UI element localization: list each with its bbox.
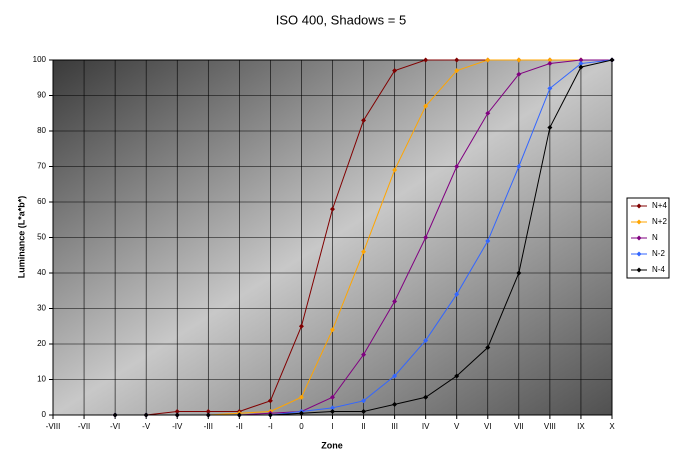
data-point bbox=[454, 68, 460, 74]
data-point bbox=[485, 110, 491, 116]
legend-label: N bbox=[652, 233, 658, 242]
x-tick-label: II bbox=[361, 422, 365, 431]
data-point bbox=[547, 85, 553, 91]
x-tick-label: -III bbox=[204, 422, 213, 431]
x-tick-label: VI bbox=[484, 422, 492, 431]
data-point bbox=[423, 103, 429, 109]
data-point bbox=[609, 57, 615, 63]
data-point bbox=[330, 394, 335, 400]
data-point bbox=[174, 412, 180, 418]
y-tick-label: 70 bbox=[37, 162, 46, 171]
y-tick-label: 50 bbox=[37, 233, 46, 242]
data-point bbox=[547, 57, 553, 63]
y-tick-label: 80 bbox=[37, 126, 46, 135]
data-point bbox=[143, 412, 149, 418]
y-tick-label: 30 bbox=[37, 304, 46, 313]
data-point bbox=[516, 71, 522, 77]
x-tick-label: -II bbox=[236, 422, 243, 431]
x-tick-label: X bbox=[609, 422, 615, 431]
data-point bbox=[485, 345, 491, 351]
x-tick-label: IX bbox=[577, 422, 585, 431]
legend-marker bbox=[636, 203, 642, 209]
x-tick-label: -VI bbox=[110, 422, 120, 431]
y-axis-label: Luminance (L*a*b*) bbox=[16, 196, 26, 279]
data-point bbox=[298, 323, 304, 329]
data-point bbox=[236, 412, 242, 418]
data-point bbox=[423, 337, 429, 343]
data-point bbox=[392, 298, 398, 304]
x-tick-label: -I bbox=[268, 422, 273, 431]
data-point bbox=[205, 408, 211, 414]
data-point bbox=[578, 61, 584, 67]
x-tick-label: IV bbox=[422, 422, 430, 431]
y-tick-label: 40 bbox=[37, 268, 46, 277]
data-point bbox=[330, 408, 335, 414]
data-point bbox=[516, 57, 522, 63]
data-point bbox=[578, 57, 584, 63]
data-point bbox=[174, 408, 180, 414]
data-point bbox=[361, 352, 367, 358]
data-point bbox=[392, 68, 398, 74]
y-tick-label: 20 bbox=[37, 339, 46, 348]
data-point bbox=[578, 64, 584, 70]
data-point bbox=[361, 249, 367, 255]
data-point bbox=[516, 164, 522, 169]
x-tick-label: 0 bbox=[299, 422, 304, 431]
data-point bbox=[298, 410, 304, 416]
data-point bbox=[267, 412, 273, 418]
legend-marker bbox=[636, 267, 642, 273]
x-tick-label: I bbox=[331, 422, 333, 431]
legend-label: N+4 bbox=[652, 201, 667, 210]
data-point bbox=[205, 412, 211, 418]
data-point bbox=[547, 61, 553, 67]
data-point bbox=[392, 373, 398, 379]
data-point bbox=[330, 206, 335, 212]
data-point bbox=[485, 238, 491, 244]
x-tick-label: V bbox=[454, 422, 460, 431]
data-point bbox=[361, 398, 367, 404]
data-point bbox=[454, 291, 460, 297]
data-point bbox=[392, 167, 398, 173]
chart-title: ISO 400, Shadows = 5 bbox=[276, 12, 406, 27]
x-tick-label: -VII bbox=[78, 422, 90, 431]
data-point bbox=[361, 408, 367, 414]
legend-label: N+2 bbox=[652, 217, 667, 226]
data-point bbox=[423, 394, 429, 400]
x-tick-label: -IV bbox=[172, 422, 183, 431]
x-tick-label: -V bbox=[142, 422, 151, 431]
y-tick-label: 0 bbox=[42, 410, 47, 419]
data-point bbox=[423, 57, 429, 63]
data-point bbox=[485, 57, 491, 63]
x-tick-label: VIII bbox=[544, 422, 556, 431]
data-point bbox=[454, 373, 460, 379]
legend-marker bbox=[636, 235, 642, 241]
legend-marker bbox=[636, 251, 642, 257]
y-tick-label: 10 bbox=[37, 375, 46, 384]
x-tick-label: III bbox=[391, 422, 398, 431]
y-tick-label: 60 bbox=[37, 197, 46, 206]
y-tick-label: 90 bbox=[37, 91, 46, 100]
data-point bbox=[361, 117, 367, 123]
data-point bbox=[392, 401, 398, 407]
legend-label: N-2 bbox=[652, 249, 665, 258]
data-point bbox=[454, 57, 460, 63]
legend-marker bbox=[636, 219, 642, 225]
data-point bbox=[454, 164, 460, 169]
data-point bbox=[423, 235, 429, 240]
data-point bbox=[547, 124, 553, 130]
plot-border bbox=[52, 59, 613, 416]
data-point bbox=[298, 394, 304, 400]
x-tick-label: -VIII bbox=[46, 422, 61, 431]
y-tick-label: 100 bbox=[33, 55, 47, 64]
x-axis-label: Zone bbox=[321, 440, 343, 450]
x-tick-label: VII bbox=[514, 422, 524, 431]
data-point bbox=[330, 405, 335, 411]
data-point bbox=[516, 270, 522, 276]
data-point bbox=[267, 398, 273, 404]
data-point bbox=[112, 412, 118, 418]
legend-label: N-4 bbox=[652, 265, 665, 274]
data-point bbox=[330, 327, 335, 333]
